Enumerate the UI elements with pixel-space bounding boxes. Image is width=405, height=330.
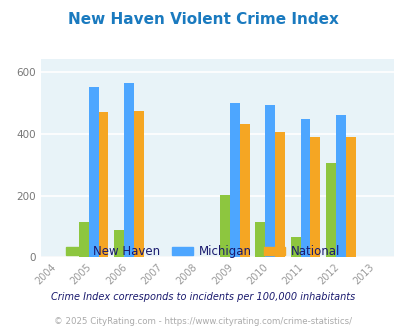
Bar (335, 115, 345, 257)
Text: Crime Index corresponds to incidents per 100,000 inhabitants: Crime Index corresponds to incidents per… (51, 292, 354, 302)
Bar (325, 163, 335, 257)
Bar (275, 132, 284, 257)
Text: New Haven Violent Crime Index: New Haven Violent Crime Index (67, 12, 338, 26)
Bar (229, 103, 239, 257)
Bar (290, 237, 300, 257)
Bar (79, 222, 88, 257)
Bar (220, 195, 229, 257)
Legend: New Haven, Michigan, National: New Haven, Michigan, National (61, 241, 344, 263)
Bar (345, 137, 355, 257)
Bar (239, 124, 249, 257)
Bar (300, 119, 310, 257)
Bar (310, 137, 320, 257)
Bar (264, 105, 275, 257)
Bar (88, 87, 98, 257)
Bar (255, 222, 264, 257)
Text: © 2025 CityRating.com - https://www.cityrating.com/crime-statistics/: © 2025 CityRating.com - https://www.city… (54, 317, 351, 326)
Bar (98, 112, 108, 257)
Bar (114, 230, 124, 257)
Bar (124, 83, 134, 257)
Bar (134, 111, 143, 257)
